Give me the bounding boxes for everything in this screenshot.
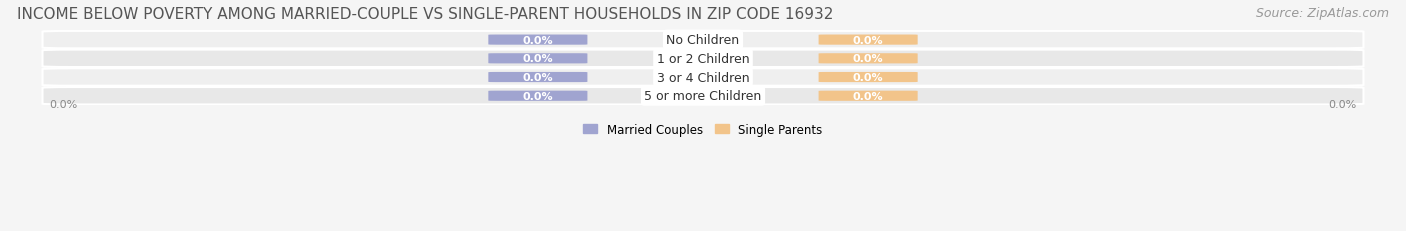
Text: 0.0%: 0.0%	[853, 91, 883, 101]
Text: 5 or more Children: 5 or more Children	[644, 90, 762, 103]
Text: 0.0%: 0.0%	[49, 100, 77, 110]
Text: No Children: No Children	[666, 34, 740, 47]
Text: 0.0%: 0.0%	[853, 54, 883, 64]
FancyBboxPatch shape	[488, 73, 588, 83]
Text: 0.0%: 0.0%	[523, 91, 553, 101]
Text: 0.0%: 0.0%	[523, 54, 553, 64]
Text: 0.0%: 0.0%	[853, 35, 883, 46]
FancyBboxPatch shape	[488, 54, 588, 64]
FancyBboxPatch shape	[488, 91, 588, 101]
FancyBboxPatch shape	[818, 91, 918, 101]
Text: 0.0%: 0.0%	[523, 73, 553, 83]
FancyBboxPatch shape	[42, 88, 1364, 105]
FancyBboxPatch shape	[818, 35, 918, 46]
Text: Source: ZipAtlas.com: Source: ZipAtlas.com	[1256, 7, 1389, 20]
FancyBboxPatch shape	[42, 32, 1364, 49]
FancyBboxPatch shape	[818, 54, 918, 64]
FancyBboxPatch shape	[42, 69, 1364, 86]
FancyBboxPatch shape	[818, 73, 918, 83]
Text: 0.0%: 0.0%	[853, 73, 883, 83]
FancyBboxPatch shape	[488, 35, 588, 46]
Legend: Married Couples, Single Parents: Married Couples, Single Parents	[579, 119, 827, 141]
Text: 3 or 4 Children: 3 or 4 Children	[657, 71, 749, 84]
Text: 0.0%: 0.0%	[1329, 100, 1357, 110]
FancyBboxPatch shape	[42, 50, 1364, 68]
Text: 0.0%: 0.0%	[523, 35, 553, 46]
Text: INCOME BELOW POVERTY AMONG MARRIED-COUPLE VS SINGLE-PARENT HOUSEHOLDS IN ZIP COD: INCOME BELOW POVERTY AMONG MARRIED-COUPL…	[17, 7, 834, 22]
Text: 1 or 2 Children: 1 or 2 Children	[657, 53, 749, 66]
